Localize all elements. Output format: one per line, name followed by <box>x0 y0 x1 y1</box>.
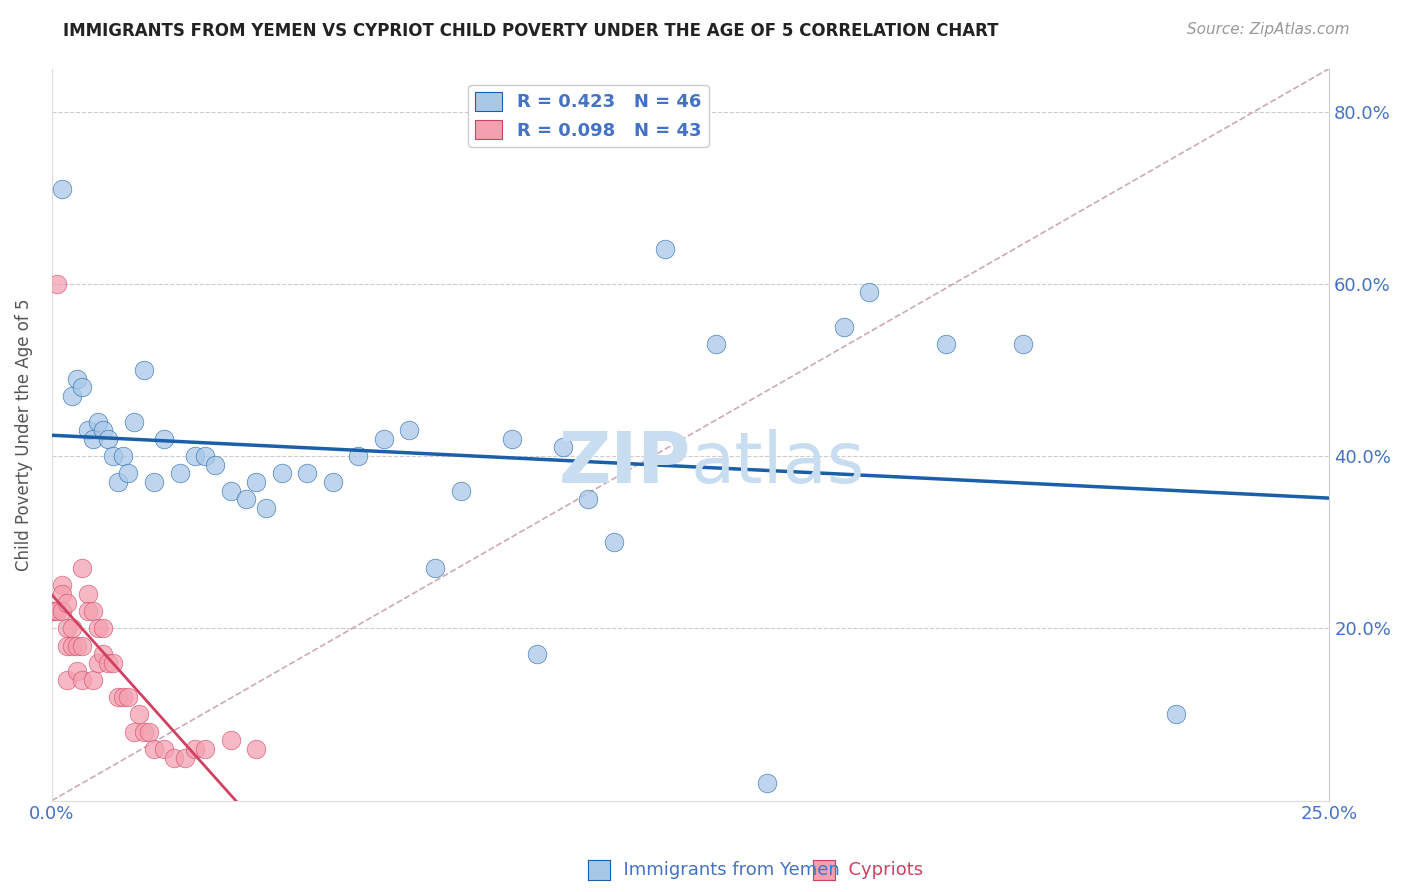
Point <box>184 449 207 463</box>
Legend: R = 0.423   N = 46, R = 0.098   N = 43: R = 0.423 N = 46, R = 0.098 N = 43 <box>468 85 709 147</box>
Point <box>60 389 83 403</box>
Point <box>1011 337 1033 351</box>
Point <box>87 656 110 670</box>
Point <box>153 432 176 446</box>
Point <box>756 776 779 790</box>
Point <box>56 621 79 635</box>
Point <box>832 319 855 334</box>
Point <box>87 415 110 429</box>
Point <box>72 639 94 653</box>
Point <box>654 243 676 257</box>
Point <box>526 647 548 661</box>
Point <box>423 561 446 575</box>
Point <box>82 432 104 446</box>
Point <box>169 467 191 481</box>
Point <box>235 492 257 507</box>
Point <box>72 380 94 394</box>
Point <box>91 423 114 437</box>
Point <box>132 363 155 377</box>
Point <box>66 665 89 679</box>
Point <box>91 647 114 661</box>
Point <box>219 483 242 498</box>
Point <box>82 673 104 687</box>
Point <box>450 483 472 498</box>
Point <box>82 604 104 618</box>
Point <box>935 337 957 351</box>
Point <box>117 467 139 481</box>
Point <box>322 475 344 489</box>
Point <box>66 371 89 385</box>
Point <box>398 423 420 437</box>
Point <box>254 500 277 515</box>
Point <box>112 690 135 705</box>
Point <box>56 595 79 609</box>
Point <box>603 535 626 549</box>
Point <box>76 604 98 618</box>
Point <box>72 673 94 687</box>
Point <box>87 621 110 635</box>
Point <box>194 449 217 463</box>
Point <box>107 690 129 705</box>
Point <box>44 604 66 618</box>
Point <box>153 742 176 756</box>
Point <box>132 724 155 739</box>
Point <box>245 475 267 489</box>
Text: Source: ZipAtlas.com: Source: ZipAtlas.com <box>1187 22 1350 37</box>
Point <box>184 742 207 756</box>
Point <box>704 337 727 351</box>
Point <box>91 621 114 635</box>
Point <box>72 561 94 575</box>
Point <box>128 707 150 722</box>
Point <box>107 475 129 489</box>
Text: Cypriots: Cypriots <box>837 861 922 879</box>
Text: ZIP: ZIP <box>558 429 690 499</box>
Point <box>194 742 217 756</box>
Point <box>163 750 186 764</box>
Point <box>112 449 135 463</box>
Point <box>56 639 79 653</box>
Point <box>76 587 98 601</box>
Point <box>45 277 67 291</box>
Point <box>551 441 574 455</box>
Point <box>101 656 124 670</box>
Point <box>60 639 83 653</box>
Point <box>51 182 73 196</box>
Point <box>297 467 319 481</box>
Point <box>60 621 83 635</box>
Point <box>51 578 73 592</box>
Point <box>1164 707 1187 722</box>
Text: atlas: atlas <box>690 429 865 499</box>
Point <box>56 673 79 687</box>
Text: IMMIGRANTS FROM YEMEN VS CYPRIOT CHILD POVERTY UNDER THE AGE OF 5 CORRELATION CH: IMMIGRANTS FROM YEMEN VS CYPRIOT CHILD P… <box>63 22 998 40</box>
Text: Immigrants from Yemen: Immigrants from Yemen <box>612 861 839 879</box>
Point <box>373 432 395 446</box>
Point <box>97 432 120 446</box>
Point <box>51 604 73 618</box>
Point <box>101 449 124 463</box>
Point <box>219 733 242 747</box>
Point <box>122 415 145 429</box>
Point <box>576 492 599 507</box>
Point <box>117 690 139 705</box>
Point <box>245 742 267 756</box>
Point <box>51 587 73 601</box>
Point <box>76 423 98 437</box>
Point <box>858 285 880 300</box>
Y-axis label: Child Poverty Under the Age of 5: Child Poverty Under the Age of 5 <box>15 298 32 571</box>
Point <box>142 742 165 756</box>
Point <box>97 656 120 670</box>
Point <box>45 604 67 618</box>
Point <box>501 432 523 446</box>
Point <box>347 449 370 463</box>
Point <box>42 604 65 618</box>
Point <box>173 750 195 764</box>
Point <box>142 475 165 489</box>
Point <box>204 458 226 472</box>
Point <box>122 724 145 739</box>
Point <box>138 724 160 739</box>
Point <box>270 467 292 481</box>
Point <box>66 639 89 653</box>
